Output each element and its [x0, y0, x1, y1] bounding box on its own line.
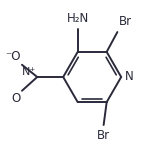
Text: H₂N: H₂N: [67, 12, 89, 25]
Text: N: N: [125, 71, 134, 83]
Text: ⁻O: ⁻O: [5, 50, 20, 63]
Text: Br: Br: [96, 129, 110, 142]
Text: Br: Br: [119, 16, 132, 28]
Text: N⁺: N⁺: [22, 67, 37, 77]
Text: O: O: [11, 92, 20, 105]
